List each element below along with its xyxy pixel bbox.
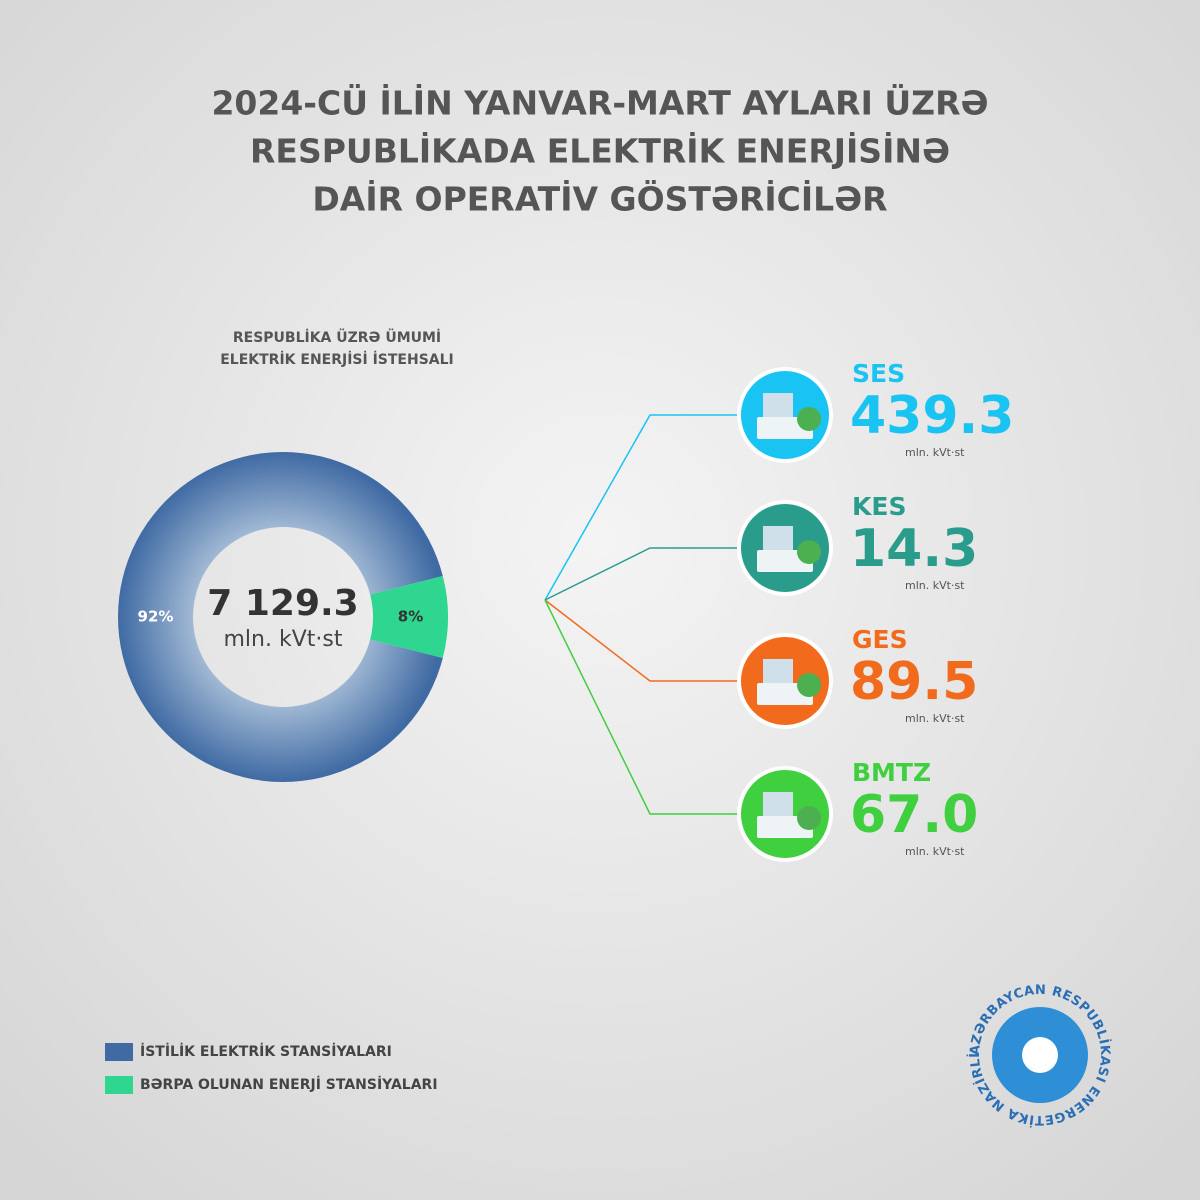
connector bbox=[544, 414, 740, 601]
item-value: 67.0 bbox=[850, 785, 978, 845]
item-name: SES bbox=[852, 359, 905, 388]
item-unit: mln. kVt·st bbox=[905, 446, 965, 459]
donut-slice bbox=[118, 451, 443, 782]
title-line: 2024-CÜ İLİN YANVAR-MART AYLARI ÜZRƏ bbox=[211, 83, 988, 123]
icon-roof bbox=[763, 659, 793, 683]
slice-label: 8% bbox=[398, 608, 423, 626]
legend-label: İSTİLİK ELEKTRİK STANSİYALARI bbox=[140, 1043, 392, 1060]
connector bbox=[544, 599, 740, 682]
item-name: KES bbox=[852, 492, 906, 521]
connector bbox=[544, 599, 740, 815]
total-value: 7 129.3 bbox=[207, 583, 358, 624]
subtitle-line: RESPUBLİKA ÜZRƏ ÜMUMİ bbox=[233, 328, 441, 346]
title-line: DAİR OPERATİV GÖSTƏRİCİLƏR bbox=[312, 179, 887, 219]
item-name: GES bbox=[852, 625, 908, 654]
icon-roof bbox=[763, 792, 793, 816]
item-name: BMTZ bbox=[852, 758, 931, 787]
icon-tree bbox=[797, 540, 821, 564]
title-line: RESPUBLİKADA ELEKTRİK ENERJİSİNƏ bbox=[250, 131, 950, 171]
item-value: 89.5 bbox=[850, 652, 978, 712]
chart: 2024-CÜ İLİN YANVAR-MART AYLARI ÜZRƏ RESP… bbox=[105, 83, 1014, 1094]
slice-label: 92% bbox=[138, 608, 174, 626]
icon-tree bbox=[797, 673, 821, 697]
item-value: 14.3 bbox=[850, 519, 978, 579]
total-unit: mln. kVt·st bbox=[224, 627, 343, 652]
legend-label: BƏRPA OLUNAN ENERJİ STANSİYALARI bbox=[140, 1076, 438, 1093]
legend-swatch bbox=[105, 1076, 133, 1094]
subtitle-line: ELEKTRİK ENERJİSİ İSTEHSALI bbox=[220, 351, 454, 368]
logo-center bbox=[1022, 1037, 1058, 1073]
icon-tree bbox=[797, 806, 821, 830]
legend-swatch bbox=[105, 1043, 133, 1061]
item-unit: mln. kVt·st bbox=[905, 579, 965, 592]
icon-roof bbox=[763, 393, 793, 417]
connector bbox=[544, 547, 740, 601]
icon-roof bbox=[763, 526, 793, 550]
item-unit: mln. kVt·st bbox=[905, 712, 965, 725]
icon-tree bbox=[797, 407, 821, 431]
item-value: 439.3 bbox=[850, 386, 1014, 446]
item-unit: mln. kVt·st bbox=[905, 845, 965, 858]
donut-slice bbox=[370, 575, 448, 659]
